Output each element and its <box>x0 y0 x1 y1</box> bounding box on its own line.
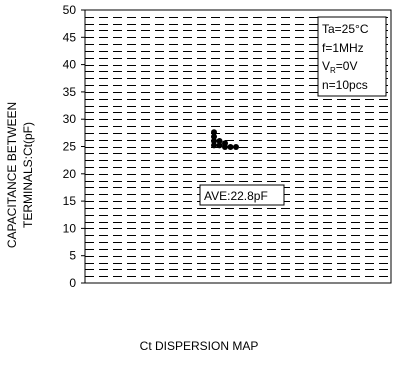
condition-temperature: Ta=25°C <box>322 22 369 36</box>
y-tick-label: 50 <box>63 3 77 17</box>
data-point <box>233 144 239 151</box>
y-tick-label: 5 <box>69 249 76 263</box>
condition-frequency: f=1MHz <box>322 41 364 55</box>
condition-reverse-voltage: VR=0V <box>322 59 357 75</box>
y-tick-labels: 0 5 10 15 20 25 30 35 40 45 50 <box>63 3 85 290</box>
average-box <box>199 184 285 206</box>
chart-caption: Ct DISPERSION MAP <box>139 339 259 353</box>
y-tick-label: 0 <box>69 276 76 290</box>
condition-reverse-voltage-subscript: R <box>330 66 336 75</box>
data-point <box>211 142 217 149</box>
y-tick-label: 45 <box>63 30 77 44</box>
y-tick-label: 25 <box>63 140 77 154</box>
condition-reverse-voltage-value: =0V <box>336 59 358 73</box>
data-point <box>222 144 228 151</box>
data-point <box>227 144 234 151</box>
y-tick-label: 30 <box>63 112 77 126</box>
average-annotation: AVE:22.8pF <box>199 184 285 206</box>
y-axis-title-line-1: CAPACITANCE BETWEEN <box>5 102 19 248</box>
y-tick-label: 10 <box>63 221 77 235</box>
y-axis-title-line-2: TERMINALS:Ct(pF) <box>21 122 35 228</box>
conditions-box <box>317 16 387 97</box>
average-label: AVE:22.8pF <box>204 189 268 203</box>
data-points <box>211 129 239 151</box>
conditions-legend: Ta=25°C f=1MHz VR=0V n=10pcs <box>317 16 387 97</box>
data-point <box>216 138 223 145</box>
y-tick-label: 15 <box>63 194 77 208</box>
y-axis-title: CAPACITANCE BETWEEN TERMINALS:Ct(pF) <box>5 102 35 248</box>
data-point <box>211 138 217 145</box>
data-point <box>211 133 217 140</box>
y-tick-label: 20 <box>63 167 77 181</box>
data-point <box>211 129 217 136</box>
condition-reverse-voltage-symbol: V <box>322 59 330 73</box>
data-point <box>216 142 223 149</box>
condition-sample-count: n=10pcs <box>322 78 368 92</box>
y-tick-label: 35 <box>63 85 77 99</box>
y-tick-label: 40 <box>63 58 77 72</box>
